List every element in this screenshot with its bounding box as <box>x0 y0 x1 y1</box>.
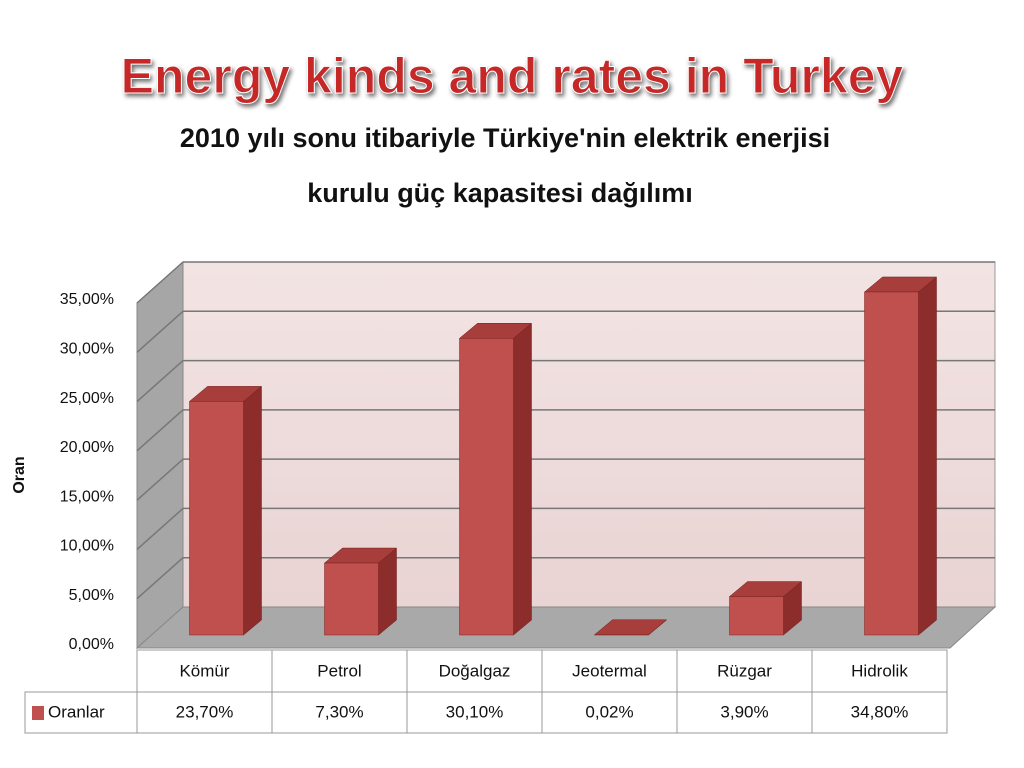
bar <box>864 291 919 636</box>
bar-side <box>918 276 937 636</box>
grid-line <box>136 360 184 403</box>
side-wall <box>136 260 184 650</box>
data-label: 34,80% <box>851 702 909 721</box>
data-label: 7,30% <box>315 702 363 721</box>
bars <box>188 276 938 636</box>
chart-subtitle: 2010 yılı sonu itibariyle Türkiye'nin el… <box>180 123 830 153</box>
y-tick-label: 15,00% <box>60 488 114 505</box>
data-label: 30,10% <box>446 702 504 721</box>
grid-line <box>136 458 184 501</box>
data-table: Oranlar Kömür 23,70% Petrol 7,30% Doğalgaz 30,… <box>24 649 948 734</box>
bar-side <box>243 385 262 636</box>
legend-label: Oranlar <box>48 702 105 721</box>
bar <box>189 401 244 636</box>
y-tick-label: 5,00% <box>69 587 114 604</box>
grid-line <box>136 261 184 304</box>
y-tick-label: 20,00% <box>60 439 114 456</box>
grid: 0,00% 5,00% 10,00% 15,00% 20,00% 25,00% 30,00%… <box>60 261 995 653</box>
x-tick-label: Petrol <box>317 661 361 680</box>
bar <box>324 562 379 636</box>
x-tick-label: Doğalgaz <box>439 661 511 680</box>
page-title: Energy kinds and rates in Turkey <box>121 48 904 104</box>
bar <box>459 338 514 636</box>
x-tick-label: Rüzgar <box>717 661 772 680</box>
y-axis-label: Oran <box>11 456 28 493</box>
x-tick-label: Jeotermal <box>572 661 647 680</box>
grid-line <box>136 409 184 452</box>
grid-line <box>136 507 184 550</box>
chart-subtitle: kurulu güç kapasitesi dağılımı <box>307 178 693 208</box>
bar <box>729 596 784 636</box>
data-label: 23,70% <box>176 702 234 721</box>
table-border <box>24 691 948 734</box>
grid-line <box>136 310 184 353</box>
y-tick-label: 0,00% <box>69 636 114 653</box>
data-label: 0,02% <box>585 702 633 721</box>
y-tick-label: 10,00% <box>60 538 114 555</box>
data-label: 3,90% <box>720 702 768 721</box>
y-tick-label: 25,00% <box>60 390 114 407</box>
bar-side <box>513 322 532 636</box>
x-tick-label: Hidrolik <box>851 661 908 680</box>
y-tick-label: 30,00% <box>60 341 114 358</box>
y-tick-label: 35,00% <box>60 291 114 308</box>
x-tick-label: Kömür <box>179 661 229 680</box>
legend-key <box>32 706 44 720</box>
grid-line <box>136 557 184 600</box>
